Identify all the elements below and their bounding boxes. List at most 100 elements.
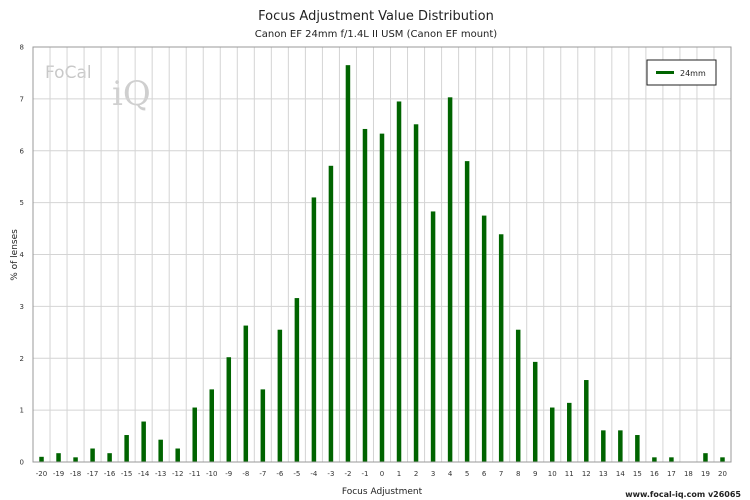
bar [226,357,232,462]
chart-subtitle: Canon EF 24mm f/1.4L II USM (Canon EF mo… [255,29,498,40]
x-tick-label: -12 [172,470,183,478]
bar [703,453,708,462]
x-tick-labels: -20 -19 -18 -17 -16 -15 -14 -13 -12 -11 -10 -9 -8 -7-… [36,470,727,478]
bar [39,456,44,462]
logo-text: FoCal [45,63,92,83]
x-tick-label: -1 [361,470,368,478]
x-tick-label: -16 [104,470,116,478]
x-tick-label: -15 [121,470,132,478]
x-tick-label: -8 [242,470,249,478]
x-tick-label: -11 [189,470,200,478]
bar [328,165,334,462]
x-tick-label: -20 [36,470,47,478]
bar [345,65,351,462]
bar [90,448,95,462]
x-tick-label: -13 [155,470,166,478]
x-tick-label: 3 [431,470,435,478]
x-tick-label: 7 [499,470,503,478]
x-tick-label: 5 [465,470,469,478]
x-tick-label: 11 [565,470,574,478]
bar [294,298,300,462]
plot-area-border [32,46,732,463]
x-tick-label: 1 [397,470,401,478]
legend: 24mm [646,59,717,86]
x-tick-label: 17 [667,470,676,478]
x-tick-label: 12 [582,470,591,478]
bar [158,439,163,462]
bar [464,161,470,462]
x-tick-label: -18 [70,470,81,478]
x-tick-label: -9 [225,470,232,478]
x-tick-label: -6 [276,470,284,478]
bar [498,234,504,462]
bar [652,457,657,462]
x-tick-label: -2 [344,470,351,478]
y-tick-label: 1 [20,407,24,415]
bar [635,435,640,462]
bar [447,97,453,462]
x-tick-label: 2 [414,470,418,478]
bar [260,389,266,462]
y-tick-label: 3 [20,303,24,311]
legend-label: 24mm [680,69,706,78]
x-tick-label: 13 [599,470,608,478]
x-tick-label: 10 [548,470,557,478]
bar [481,215,487,462]
bar [567,402,572,462]
x-tick-label: 18 [684,470,693,478]
bar [311,197,317,462]
y-axis-label: % of lenses [10,229,20,281]
bar [413,124,419,462]
x-tick-label: 9 [533,470,537,478]
bar [532,361,538,462]
x-tick-label: 0 [380,470,384,478]
bar [549,407,555,462]
y-tick-label: 0 [20,459,24,467]
y-tick-label: 5 [20,199,24,207]
bar [515,329,521,462]
gridlines [33,47,731,462]
bar [379,133,385,462]
x-tick-label: -19 [53,470,64,478]
bar-series [39,65,725,462]
x-tick-label: 16 [650,470,659,478]
x-tick-label: 14 [616,470,625,478]
x-tick-label: 6 [482,470,487,478]
bar [175,448,180,462]
x-tick-label: -3 [327,470,334,478]
bar [73,457,78,462]
x-tick-label: 15 [633,470,642,478]
bar [669,457,674,462]
bar [141,421,146,462]
bar [618,430,623,462]
bar [209,389,215,462]
bar [56,453,61,462]
x-tick-label: -7 [259,470,266,478]
x-tick-label: 19 [701,470,710,478]
x-tick-label: -14 [138,470,150,478]
bar [584,380,589,462]
x-tick-label: -17 [87,470,98,478]
y-tick-label: 7 [20,95,24,103]
y-tick-label: 8 [20,44,24,52]
x-tick-label: -10 [206,470,217,478]
bar [720,457,725,462]
bar [192,407,197,462]
y-tick-label: 2 [20,355,24,363]
x-tick-label: 8 [516,470,520,478]
x-tick-label: 4 [448,470,453,478]
footer-credit: www.focal-iq.com v26065 [625,490,741,499]
chart-title: Focus Adjustment Value Distribution [258,9,494,24]
y-tick-labels: 0 1 2 3 4 5 6 7 8 [20,44,25,467]
bar [124,435,129,462]
bar [396,101,402,462]
bar [277,329,283,462]
bar [243,325,249,462]
y-tick-label: 4 [20,251,25,259]
x-axis-label: Focus Adjustment [342,487,423,497]
x-tick-label: -4 [310,470,318,478]
x-tick-label: -5 [293,470,300,478]
bar [601,430,606,462]
y-tick-label: 6 [20,147,25,155]
